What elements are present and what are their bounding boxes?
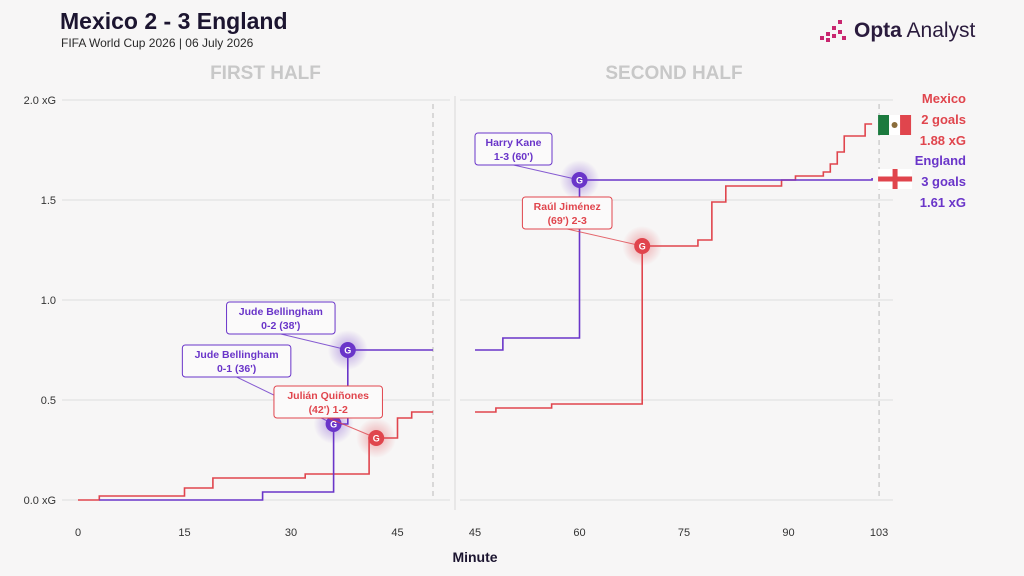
england-xg-line-second-half: [475, 178, 873, 351]
goal-marker-label: G: [639, 242, 646, 252]
goal-scorer-label: Raúl Jiménez: [534, 201, 601, 213]
goal-score-label: 0-1 (36'): [217, 363, 256, 375]
y-tick-label: 0.0 xG: [24, 495, 56, 507]
half-title: SECOND HALF: [605, 63, 742, 84]
x-tick-label: 0: [75, 527, 81, 539]
goal-scorer-label: Julián Quiñones: [287, 390, 369, 402]
goal-marker: [368, 430, 385, 446]
flag-emblem: [891, 122, 898, 128]
y-tick-label: 1.5: [41, 195, 56, 207]
goal-score-label: (69') 2-3: [548, 215, 587, 227]
opta-analyst-logo: Opta Analyst: [818, 18, 975, 44]
mexico-xg-line-first-half: [78, 411, 433, 501]
flag-cross: [892, 169, 898, 189]
mexico-xg-line-second-half: [475, 123, 873, 413]
england-flag-icon: [878, 169, 913, 189]
page-subtitle: FIFA World Cup 2026 | 06 July 2026: [61, 36, 254, 50]
goal-scorer-label: Jude Bellingham: [195, 349, 279, 361]
goal-marker: [325, 416, 342, 432]
goal-marker-label: G: [344, 346, 351, 356]
legend-xg: 1.88 xG: [920, 133, 966, 148]
y-tick-label: 0.5: [41, 395, 56, 407]
opta-logo-icon: [820, 20, 846, 42]
goal-marker-label: G: [576, 176, 583, 186]
legend-team-name: Mexico: [922, 91, 966, 106]
goal-marker: [571, 172, 588, 188]
legend-xg: 1.61 xG: [920, 195, 966, 210]
page-title: Mexico 2 - 3 England: [60, 8, 288, 34]
goal-label-box: [521, 196, 613, 230]
x-tick-label: 45: [469, 527, 481, 539]
legend-goals: 3 goals: [921, 174, 966, 189]
logo-text: Opta Analyst: [854, 19, 976, 42]
goal-score-label: 0-2 (38'): [261, 320, 300, 332]
goal-marker-label: G: [330, 420, 337, 430]
legend-team-name: England: [915, 153, 966, 168]
goal-label-box: [181, 344, 292, 378]
goal-label-box: [273, 385, 383, 419]
goal-label-box: [226, 301, 336, 335]
goal-marker: [634, 238, 651, 254]
x-tick-label: 90: [782, 527, 794, 539]
mexico-flag-icon: [878, 115, 912, 135]
goal-marker-label: G: [373, 434, 380, 444]
flag-stripe: [900, 115, 912, 135]
goal-marker: [339, 342, 356, 358]
x-tick-label: 60: [573, 527, 585, 539]
x-tick-label: 30: [285, 527, 297, 539]
y-tick-label: 2.0 xG: [24, 95, 56, 107]
goal-scorer-label: Harry Kane: [485, 137, 541, 149]
y-tick-label: 1.0: [41, 295, 56, 307]
x-tick-label: 45: [391, 527, 403, 539]
flag-stripe: [878, 115, 890, 135]
half-title: FIRST HALF: [210, 63, 321, 84]
goal-label-box: [474, 132, 553, 166]
goal-scorer-label: Jude Bellingham: [239, 306, 323, 318]
x-tick-label: 75: [678, 527, 690, 539]
x-tick-label: 103: [870, 527, 888, 539]
goal-score-label: (42') 1-2: [309, 404, 348, 416]
goal-score-label: 1-3 (60'): [494, 151, 533, 163]
x-tick-label: 15: [178, 527, 190, 539]
legend-goals: 2 goals: [921, 112, 966, 127]
x-axis-label: Minute: [452, 549, 497, 565]
